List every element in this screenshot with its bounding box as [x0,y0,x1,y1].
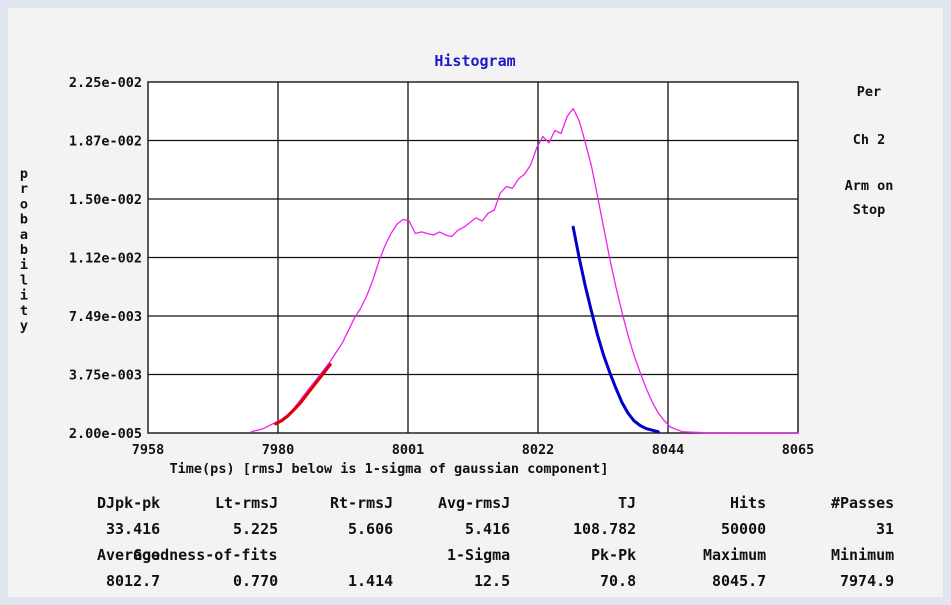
stat-header: Lt-rmsJ [215,494,279,512]
side-label: Per [857,84,881,100]
stat-value: 5.225 [233,520,279,538]
x-tick-label: 8065 [782,442,815,458]
side-labels: Per Ch 2 Arm on Stop [845,84,894,218]
series-line-histogram [250,107,799,434]
stat-header: Pk-Pk [591,546,637,564]
y-tick-label: 1.12e-002 [69,251,142,267]
stat-value: 5.606 [348,520,394,538]
y-tick-labels: 2.25e-002 1.87e-002 1.50e-002 1.12e-002 7.49… [69,75,142,442]
y-axis-label-letter: b [20,212,28,228]
y-tick-label: 1.50e-002 [69,192,142,208]
histogram-panel: Histogram 2.25e-002 1.87e-002 1.50e-002 1.1… [8,8,943,597]
x-tick-label: 8001 [392,442,425,458]
x-tick-label: 8022 [522,442,555,458]
chart-title: Histogram [434,52,515,70]
y-tick-label: 3.75e-003 [69,368,142,384]
y-axis-label-letter: a [20,227,28,243]
y-axis-label-letter: b [20,242,28,258]
x-tick-labels: 7958 7980 8001 8022 8044 8065 [132,442,815,458]
y-tick-label: 2.00e-005 [69,426,142,442]
stat-value: 50000 [721,520,767,538]
series-line-right-fit [571,225,660,434]
x-tick-label: 8044 [652,442,685,458]
x-tick-label: 7980 [262,442,295,458]
stat-value: 108.782 [573,520,637,538]
stat-header: 1-Sigma [447,546,511,564]
histogram-chart: Histogram 2.25e-002 1.87e-002 1.50e-002 1.1… [20,52,894,477]
stat-value: 5.416 [465,520,511,538]
y-axis-label-letter: l [20,272,28,288]
stat-value: 7974.9 [840,572,895,590]
stat-value: 1.414 [348,572,394,590]
side-label: Ch 2 [853,132,886,148]
stat-value: 31 [876,520,895,538]
stat-value: 70.8 [600,572,637,590]
gridlines [148,82,798,433]
stat-header: Maximum [703,546,767,564]
stat-header: #Passes [831,494,895,512]
stat-header: Goodness-of-fits [133,546,278,564]
stat-value: 8012.7 [106,572,161,590]
stat-header: DJpk-pk [97,494,161,512]
y-axis-label-letter: p [20,166,28,182]
side-label: Arm on [845,178,894,194]
stat-header: Average [97,546,161,564]
y-axis-label-letter: i [20,257,28,273]
y-tick-label: 7.49e-003 [69,309,142,325]
y-axis-label-letter: t [20,303,28,319]
stat-value: 33.416 [106,520,161,538]
stat-value: 12.5 [474,572,511,590]
y-axis-label-letter: r [20,181,28,197]
series-group [250,107,799,434]
x-tick-label: 7958 [132,442,165,458]
y-axis-label-letter: o [20,196,28,212]
series-line-left-fit [274,363,332,426]
y-axis-label-letter: i [20,288,28,304]
stat-header: TJ [618,494,637,512]
stat-value: 0.770 [233,572,279,590]
y-tick-label: 2.25e-002 [69,75,142,91]
x-axis-label: Time(ps) [rmsJ below is 1-sigma of gauss… [170,461,609,477]
stat-header: Rt-rmsJ [330,494,394,512]
side-label: Stop [853,202,886,218]
y-tick-label: 1.87e-002 [69,134,142,150]
stat-header: Avg-rmsJ [438,494,511,512]
stat-value: 8045.7 [712,572,767,590]
stat-header: Hits [730,494,767,512]
stat-header: Minimum [831,546,895,564]
y-axis-label-letter: y [20,318,28,334]
